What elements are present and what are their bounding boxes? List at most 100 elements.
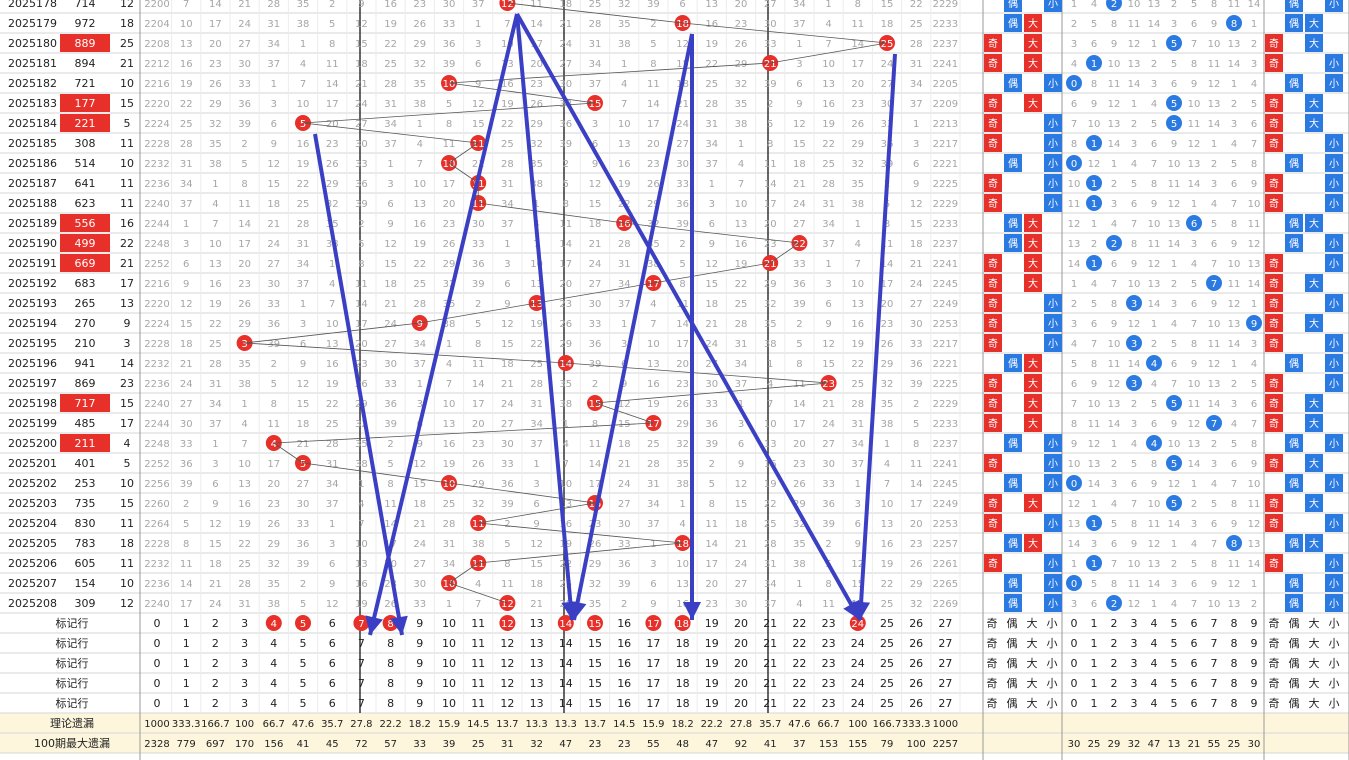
mark-sum-label: 9 <box>416 697 423 710</box>
size-label: 小 <box>1048 338 1058 350</box>
period-cell: 2025203 <box>8 497 57 510</box>
tail-odd-marker <box>1265 134 1283 152</box>
miss-value: 7 <box>475 599 481 610</box>
miss-value: 24 <box>384 319 397 330</box>
mark-parity-label: 大 <box>1027 636 1038 650</box>
theory-value: 14.5 <box>613 719 635 730</box>
miss-value: 32 <box>910 599 923 610</box>
digit-miss: 2 <box>1211 159 1217 170</box>
miss-value: 24 <box>676 119 689 130</box>
miss-value: 27 <box>355 119 368 130</box>
miss-value: 20 <box>267 479 280 490</box>
mark-tail-label: 奇 <box>1269 657 1280 670</box>
miss-value: 17 <box>851 59 864 70</box>
miss-value: 16 <box>326 359 339 370</box>
big-marker <box>1024 494 1042 512</box>
miss-value: 2212 <box>144 59 169 70</box>
number-cell: 265 <box>75 297 96 310</box>
mark-sum-label: 14 <box>559 657 573 670</box>
digit-miss: 10 <box>1108 59 1121 70</box>
digit-miss: 11 <box>1168 179 1181 190</box>
miss-value: 37 <box>413 359 426 370</box>
miss-value: 21 <box>472 159 485 170</box>
miss-value: 36 <box>355 179 368 190</box>
miss-value: 30 <box>881 99 894 110</box>
mark-sum-label: 17 <box>646 697 660 710</box>
sum-cell: 15 <box>120 397 134 410</box>
miss-value: 35 <box>297 0 310 10</box>
miss-value: 10 <box>238 459 251 470</box>
digit-miss: 10 <box>1068 459 1081 470</box>
miss-value: 15 <box>180 319 193 330</box>
mark-sum-label: 24 <box>851 677 865 690</box>
miss-value: 2241 <box>933 459 958 470</box>
sum-cell: 15 <box>120 97 134 110</box>
miss-value: 25 <box>238 559 251 570</box>
miss-value: 33 <box>881 119 894 130</box>
miss-value: 11 <box>851 19 864 30</box>
digit-miss: 10 <box>1168 439 1181 450</box>
tail-big-marker <box>1305 94 1323 112</box>
size-label: 小 <box>1048 118 1058 130</box>
digit-miss: 8 <box>1131 239 1137 250</box>
sum-cell: 3 <box>124 337 131 350</box>
miss-value: 36 <box>589 339 602 350</box>
mark-ball-label: 5 <box>300 619 306 630</box>
miss-value: 26 <box>472 459 485 470</box>
digit-miss: 6 <box>1111 539 1117 550</box>
miss-value: 14 <box>910 479 923 490</box>
theory-value: 13.7 <box>496 719 518 730</box>
mark-sum-label: 23 <box>822 617 836 630</box>
digit-miss: 7 <box>1171 379 1177 390</box>
tail-even-marker <box>1285 594 1303 612</box>
miss-value: 11 <box>238 199 251 210</box>
size-label: 大 <box>1028 97 1038 110</box>
miss-value: 39 <box>910 379 923 390</box>
miss-value: 16 <box>413 219 426 230</box>
digit-miss: 3 <box>1111 479 1117 490</box>
odd-marker <box>984 274 1002 292</box>
digit-ball-label: 1 <box>1091 519 1097 530</box>
miss-value: 3 <box>738 419 744 430</box>
digit-miss: 8 <box>1111 579 1117 590</box>
annotation-arrowhead <box>390 615 408 635</box>
miss-value: 23 <box>559 299 572 310</box>
digit-miss: 14 <box>1168 519 1181 530</box>
mark-sum-label: 25 <box>880 657 894 670</box>
mark-parity-label: 小 <box>1047 637 1058 650</box>
digit-miss: 10 <box>1148 219 1161 230</box>
miss-value: 15 <box>793 139 806 150</box>
mark-digit-label: 5 <box>1171 637 1178 650</box>
parity-label: 奇 <box>988 337 998 350</box>
sum-cell: 23 <box>120 377 134 390</box>
tail-size-label: 大 <box>1309 317 1319 330</box>
mark-sum-label: 18 <box>676 677 690 690</box>
miss-value: 18 <box>705 299 718 310</box>
digit-miss: 6 <box>1151 139 1157 150</box>
period-cell: 2025190 <box>8 237 57 250</box>
miss-value: 5 <box>796 339 802 350</box>
miss-value: 8 <box>709 499 715 510</box>
period-cell: 2025205 <box>8 537 57 550</box>
miss-value: 4 <box>241 419 247 430</box>
miss-value: 2 <box>475 299 481 310</box>
miss-value: 9 <box>387 219 393 230</box>
mark-tail-label: 大 <box>1309 636 1320 650</box>
miss-value: 2209 <box>933 99 958 110</box>
number-cell: 211 <box>75 437 96 450</box>
miss-value: 22 <box>180 99 193 110</box>
digit-miss: 4 <box>1211 479 1217 490</box>
miss-value: 10 <box>326 319 339 330</box>
digit-miss: 7 <box>1211 259 1217 270</box>
miss-value: 36 <box>822 499 835 510</box>
miss-value: 7 <box>504 19 510 30</box>
odd-marker <box>984 54 1002 72</box>
parity-label: 偶 <box>1008 157 1018 170</box>
miss-value: 15 <box>501 339 514 350</box>
annotation-arrow <box>572 33 694 621</box>
mark-sum-label: 3 <box>241 637 248 650</box>
digit-ball <box>1106 235 1122 251</box>
miss-value: 10 <box>443 399 456 410</box>
parity-label: 奇 <box>988 457 998 470</box>
miss-value: 15 <box>705 279 718 290</box>
